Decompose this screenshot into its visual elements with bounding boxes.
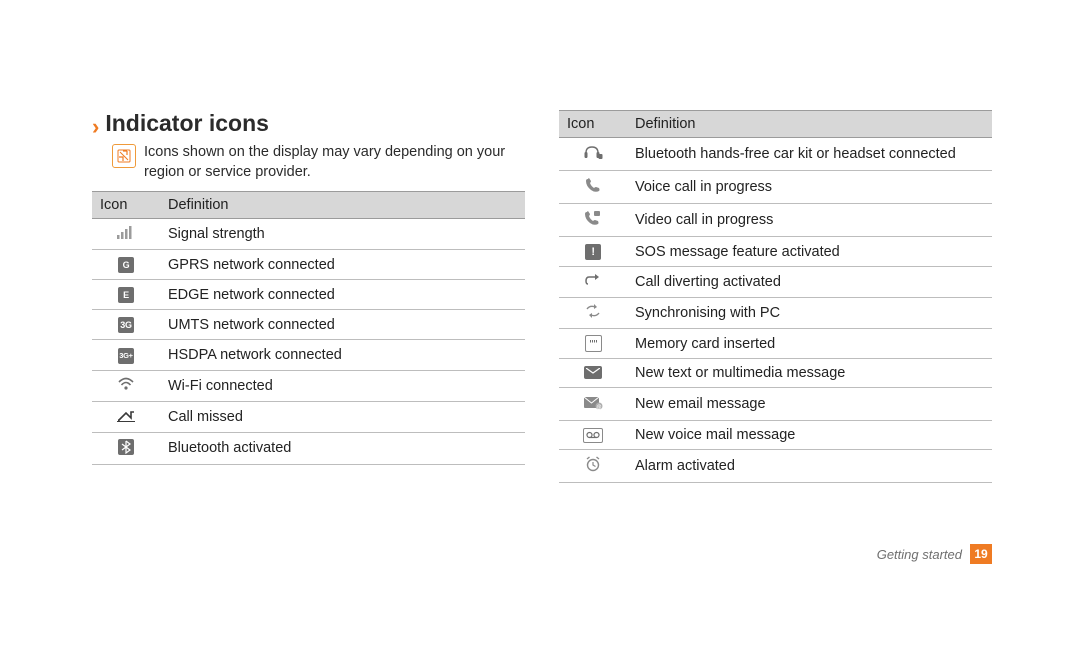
th-icon: Icon <box>92 192 160 219</box>
footer-page-number: 19 <box>970 544 992 564</box>
cell-definition: Video call in progress <box>627 204 992 237</box>
email-icon: @ <box>559 388 627 421</box>
svg-text:@: @ <box>597 405 602 411</box>
cell-definition: Call diverting activated <box>627 267 992 298</box>
umts-icon: 3G <box>92 310 160 340</box>
voice-call-icon <box>559 171 627 204</box>
cell-definition: Bluetooth activated <box>160 432 525 464</box>
table-row: Call diverting activated <box>559 267 992 298</box>
th-icon: Icon <box>559 111 627 138</box>
bluetooth-headset-icon <box>559 138 627 171</box>
left-column: › Indicator icons Icons shown on the dis… <box>92 110 525 483</box>
sos-icon: ! <box>559 237 627 267</box>
table-row: Video call in progress <box>559 204 992 237</box>
alarm-icon <box>559 450 627 483</box>
gprs-icon: G <box>92 250 160 280</box>
cell-definition: New email message <box>627 388 992 421</box>
th-definition: Definition <box>160 192 525 219</box>
table-row: New voice mail message <box>559 421 992 450</box>
chevron-right-icon: › <box>92 116 99 138</box>
call-missed-icon <box>92 401 160 432</box>
table-row: Bluetooth activated <box>92 432 525 464</box>
page-footer: Getting started 19 <box>877 544 992 564</box>
page-content: › Indicator icons Icons shown on the dis… <box>92 110 992 483</box>
signal-strength-icon <box>92 219 160 250</box>
table-row: Signal strength <box>92 219 525 250</box>
cell-definition: Alarm activated <box>627 450 992 483</box>
cell-definition: New text or multimedia message <box>627 359 992 388</box>
table-row: Memory card inserted <box>559 329 992 359</box>
cell-definition: GPRS network connected <box>160 250 525 280</box>
hsdpa-icon: 3G+ <box>92 340 160 371</box>
table-row: Bluetooth hands-free car kit or headset … <box>559 138 992 171</box>
table-row: E EDGE network connected <box>92 280 525 310</box>
section-heading: Indicator icons <box>105 110 269 137</box>
cell-definition: Memory card inserted <box>627 329 992 359</box>
cell-definition: Wi-Fi connected <box>160 370 525 401</box>
call-divert-icon <box>559 267 627 298</box>
table-row: Wi-Fi connected <box>92 370 525 401</box>
table-row: Alarm activated <box>559 450 992 483</box>
note-text: Icons shown on the display may vary depe… <box>144 143 525 182</box>
section-heading-row: › Indicator icons <box>92 110 525 137</box>
table-row: Voice call in progress <box>559 171 992 204</box>
table-row: 3G+ HSDPA network connected <box>92 340 525 371</box>
edge-icon: E <box>92 280 160 310</box>
wifi-icon <box>92 370 160 401</box>
icon-table-left: Icon Definition Signal strength <box>92 191 525 465</box>
cell-definition: HSDPA network connected <box>160 340 525 371</box>
cell-definition: Signal strength <box>160 219 525 250</box>
footer-section-label: Getting started <box>877 547 962 562</box>
table-row: 3G UMTS network connected <box>92 310 525 340</box>
table-row: Call missed <box>92 401 525 432</box>
right-column: Icon Definition Bluetooth hands-free car <box>559 110 992 483</box>
cell-definition: Bluetooth hands-free car kit or headset … <box>627 138 992 171</box>
sync-icon <box>559 298 627 329</box>
memory-card-icon <box>559 329 627 359</box>
cell-definition: Synchronising with PC <box>627 298 992 329</box>
cell-definition: Voice call in progress <box>627 171 992 204</box>
cell-definition: New voice mail message <box>627 421 992 450</box>
table-row: G GPRS network connected <box>92 250 525 280</box>
th-definition: Definition <box>627 111 992 138</box>
note-badge-icon <box>112 144 136 168</box>
video-call-icon <box>559 204 627 237</box>
bluetooth-icon <box>92 432 160 464</box>
table-row: @ New email message <box>559 388 992 421</box>
table-row: Synchronising with PC <box>559 298 992 329</box>
cell-definition: EDGE network connected <box>160 280 525 310</box>
cell-definition: UMTS network connected <box>160 310 525 340</box>
cell-definition: Call missed <box>160 401 525 432</box>
note-row: Icons shown on the display may vary depe… <box>92 143 525 182</box>
message-icon <box>559 359 627 388</box>
icon-table-right: Icon Definition Bluetooth hands-free car <box>559 110 992 483</box>
table-row: New text or multimedia message <box>559 359 992 388</box>
table-row: ! SOS message feature activated <box>559 237 992 267</box>
voicemail-icon <box>559 421 627 450</box>
cell-definition: SOS message feature activated <box>627 237 992 267</box>
